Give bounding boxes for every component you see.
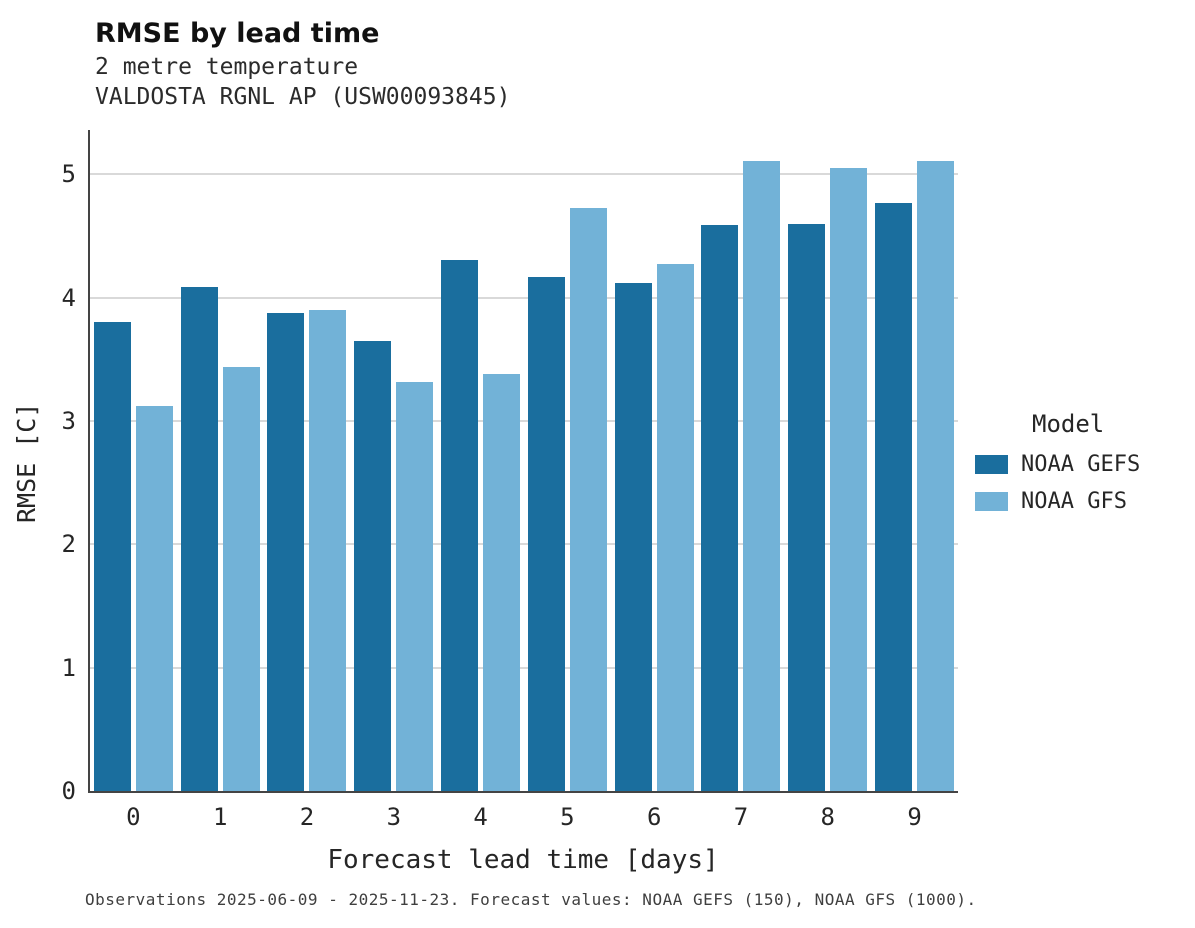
bar-group-lead-1: 1 (177, 130, 264, 831)
legend-entry-noaa-gefs: NOAA GEFS (975, 452, 1140, 477)
x-tick-label-5: 5 (560, 803, 575, 831)
legend-entry-noaa-gfs: NOAA GFS (975, 489, 1140, 514)
bar-noaa-gefs-lead-1 (180, 286, 218, 791)
x-tick-label-7: 7 (733, 803, 749, 831)
x-tick-label-8: 8 (820, 803, 835, 831)
chart-subtitle-station: VALDOSTA RGNL AP (USW00093845) (95, 84, 511, 110)
bar-noaa-gefs-lead-6 (614, 282, 652, 791)
y-tick-label-0: 0 (61, 777, 76, 805)
bar-pair-lead-3 (354, 130, 434, 791)
gridline-y-3 (90, 420, 958, 423)
bar-noaa-gfs-lead-5 (569, 207, 607, 791)
bar-noaa-gefs-lead-3 (354, 340, 392, 791)
gridline-y-5 (90, 173, 958, 176)
legend-swatch-icon (975, 455, 1008, 474)
bar-noaa-gfs-lead-6 (656, 264, 694, 791)
bar-noaa-gfs-lead-9 (917, 160, 955, 791)
footnote-caption: Observations 2025-06-09 - 2025-11-23. Fo… (85, 890, 977, 909)
bar-group-lead-8: 8 (784, 130, 871, 831)
y-tick-label-1: 1 (61, 653, 76, 682)
bar-pair-lead-2 (267, 130, 347, 791)
bar-noaa-gfs-lead-7 (743, 160, 781, 791)
legend: Model NOAA GEFS NOAA GFS (975, 410, 1140, 526)
legend-swatch-icon (975, 492, 1008, 511)
x-axis-label: Forecast lead time [days] (327, 845, 719, 875)
bar-noaa-gefs-lead-4 (441, 259, 479, 791)
bar-noaa-gfs-lead-0 (135, 406, 173, 791)
x-tick-label-4: 4 (473, 803, 488, 831)
x-tick-label-6: 6 (646, 803, 662, 831)
legend-entry-label: NOAA GFS (1021, 489, 1127, 514)
bar-pair-lead-9 (875, 130, 955, 791)
legend-title: Model (1032, 410, 1105, 438)
bar-noaa-gefs-lead-2 (267, 312, 305, 791)
bar-group-lead-9: 9 (871, 130, 958, 831)
x-tick-label-0: 0 (126, 803, 141, 831)
bar-pair-lead-1 (180, 130, 260, 791)
x-tick-label-1: 1 (212, 803, 228, 831)
chart-header: RMSE by lead time 2 metre temperature VA… (95, 16, 510, 112)
bar-pair-lead-8 (788, 130, 868, 791)
gridline-y-1 (90, 666, 958, 669)
plot-area: 0 1 2 3 4 5 0 1 2 3 4 5 6 7 8 9 (62, 130, 958, 831)
bar-groups: 0 1 2 3 4 5 6 7 8 9 (90, 130, 958, 831)
chart-title: RMSE by lead time (95, 18, 380, 49)
bar-noaa-gfs-lead-2 (309, 310, 347, 791)
bar-noaa-gefs-lead-5 (527, 276, 565, 791)
y-tick-label-3: 3 (61, 407, 76, 436)
bar-noaa-gfs-lead-4 (483, 374, 521, 791)
chart-subtitle-variable: 2 metre temperature (95, 54, 359, 80)
bar-group-lead-7: 7 (698, 130, 785, 831)
bar-group-lead-4: 4 (437, 130, 524, 831)
bar-group-lead-6: 6 (611, 130, 698, 831)
gridline-y-4 (90, 296, 958, 299)
bar-group-lead-5: 5 (524, 130, 611, 831)
y-tick-label-5: 5 (61, 160, 76, 189)
legend-entry-label: NOAA GEFS (1021, 452, 1141, 477)
bar-group-lead-2: 2 (264, 130, 351, 831)
bar-pair-lead-5 (527, 130, 607, 791)
legend-entries: NOAA GEFS NOAA GFS (975, 452, 1140, 514)
bar-noaa-gefs-lead-8 (788, 223, 826, 791)
x-tick-label-3: 3 (386, 803, 402, 831)
bar-pair-lead-6 (614, 130, 694, 791)
y-axis-label: RMSE [C] (12, 402, 41, 523)
bar-noaa-gfs-lead-3 (396, 381, 434, 791)
bar-noaa-gefs-lead-9 (875, 202, 913, 791)
bar-group-lead-0: 0 (90, 130, 177, 831)
bar-group-lead-3: 3 (350, 130, 437, 831)
x-tick-label-2: 2 (299, 803, 315, 831)
bar-noaa-gefs-lead-7 (701, 224, 739, 791)
bar-noaa-gefs-lead-0 (93, 322, 131, 791)
gridline-y-2 (90, 543, 958, 546)
y-tick-label-4: 4 (61, 283, 76, 312)
bar-noaa-gfs-lead-8 (830, 168, 868, 791)
bar-pair-lead-4 (441, 130, 521, 791)
x-tick-label-9: 9 (907, 803, 922, 831)
bar-noaa-gfs-lead-1 (222, 366, 260, 791)
y-tick-label-2: 2 (61, 530, 76, 559)
bar-pair-lead-7 (701, 130, 781, 791)
bar-pair-lead-0 (93, 130, 173, 791)
